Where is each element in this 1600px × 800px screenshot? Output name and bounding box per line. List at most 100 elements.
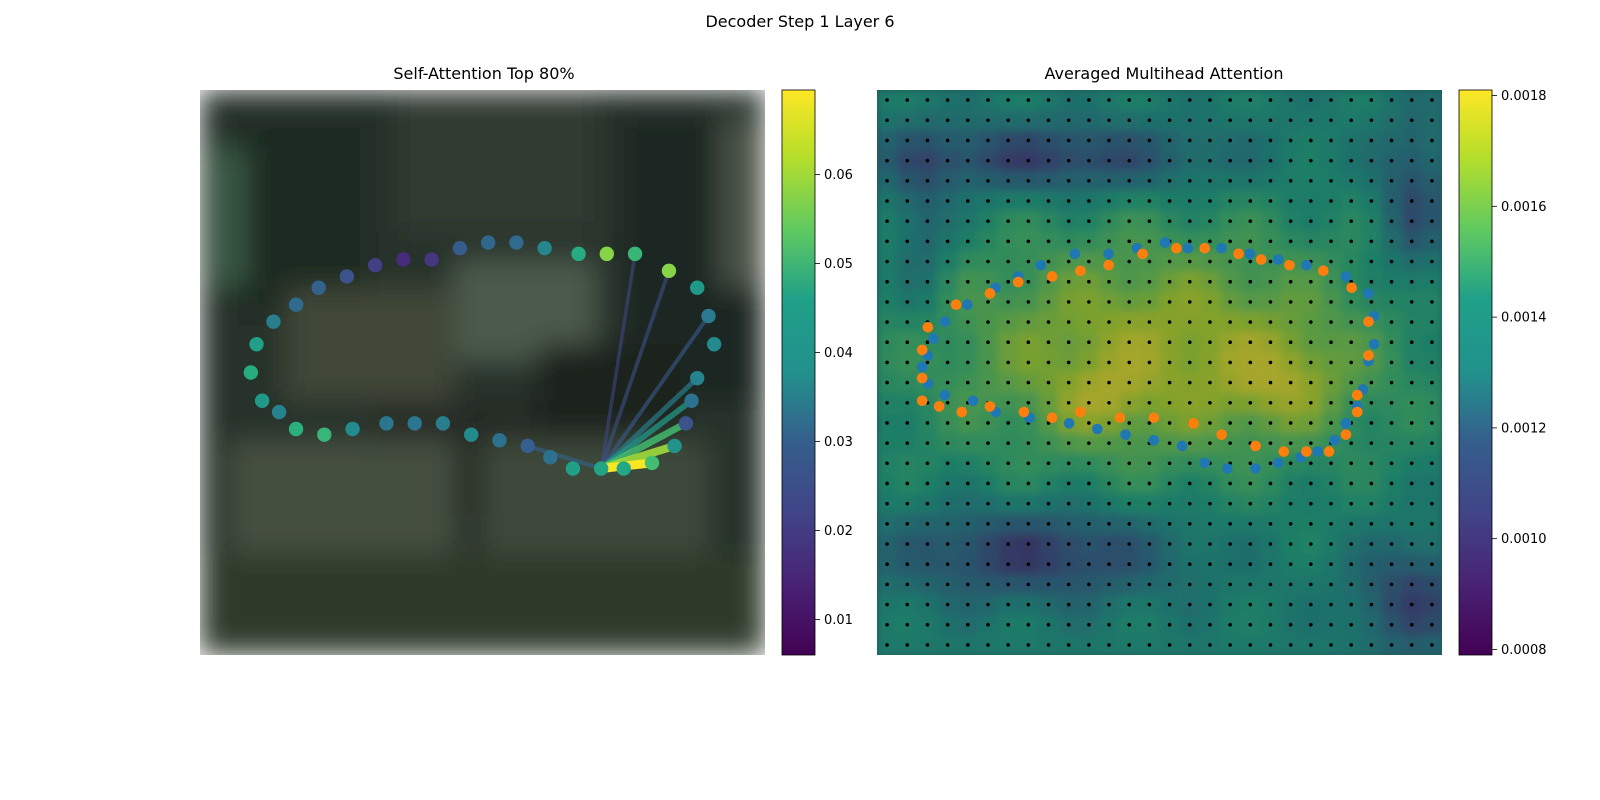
grid-dot — [925, 259, 930, 264]
grid-dot — [1026, 441, 1031, 445]
grid-dot — [1026, 562, 1031, 566]
grid-dot — [1369, 461, 1374, 466]
grid-dot — [1187, 461, 1192, 466]
grid-dot — [1309, 98, 1313, 102]
grid-dot — [1288, 522, 1293, 526]
grid-dot — [1268, 199, 1273, 203]
grid-dot — [1329, 461, 1333, 466]
attention-point — [667, 438, 682, 454]
grid-dot — [986, 622, 990, 627]
grid-dot — [1430, 461, 1434, 466]
grid-dot — [1409, 279, 1414, 284]
grid-dot — [1369, 179, 1374, 183]
grid-dot — [1268, 562, 1273, 566]
grid-dot — [1147, 360, 1152, 365]
grid-dot — [945, 582, 950, 587]
grid-dot — [1329, 279, 1333, 284]
attention-point — [367, 257, 383, 273]
grid-dot — [905, 259, 910, 264]
grid-dot — [1369, 562, 1374, 566]
grid-dot — [1409, 622, 1414, 627]
grid-dot — [1167, 98, 1172, 102]
grid-dot — [1288, 320, 1293, 324]
grid-dot — [966, 461, 970, 466]
grid-dot — [1329, 199, 1333, 203]
grid-dot — [1329, 179, 1333, 183]
grid-dot — [905, 602, 910, 607]
grid-dot — [1107, 380, 1111, 385]
blue-point — [962, 299, 973, 311]
grid-dot — [1309, 320, 1313, 324]
grid-dot — [1430, 602, 1434, 607]
grid-dot — [925, 602, 930, 607]
grid-dot — [1026, 643, 1031, 647]
grid-dot — [1087, 279, 1091, 284]
grid-dot — [1309, 501, 1313, 506]
grid-dot — [1329, 360, 1333, 365]
attention-point — [345, 421, 360, 437]
grid-dot — [1026, 300, 1031, 304]
grid-dot — [1066, 118, 1071, 123]
attention-point — [537, 241, 552, 256]
grid-dot — [966, 622, 970, 627]
grid-dot — [1147, 98, 1152, 102]
grid-dot — [885, 259, 889, 264]
grid-dot — [1268, 360, 1273, 365]
left-colorbar-tick-label: 0.01 — [824, 613, 853, 628]
grid-dot — [1248, 582, 1253, 587]
grid-dot — [1288, 501, 1293, 506]
grid-dot — [1187, 259, 1192, 264]
grid-dot — [1046, 542, 1051, 546]
grid-dot — [1288, 380, 1293, 385]
grid-dot — [1167, 360, 1172, 365]
grid-dot — [1369, 199, 1374, 203]
grid-dot — [905, 481, 910, 486]
grid-dot — [986, 602, 990, 607]
grid-dot — [1066, 199, 1071, 203]
grid-dot — [1208, 259, 1212, 264]
attention-edge — [525, 443, 604, 471]
grid-dot — [1006, 602, 1010, 607]
grid-dot — [1409, 138, 1414, 143]
grid-dot — [1268, 481, 1273, 486]
grid-dot — [1309, 400, 1313, 405]
grid-dot — [925, 360, 930, 365]
grid-dot — [986, 461, 990, 466]
grid-dot — [925, 138, 930, 143]
grid-dot — [905, 400, 910, 405]
grid-dot — [1066, 582, 1071, 587]
grid-dot — [885, 98, 889, 102]
orange-point — [1103, 259, 1114, 271]
grid-dot — [1309, 562, 1313, 566]
grid-dot — [1006, 380, 1010, 385]
grid-dot — [1066, 320, 1071, 324]
attention-point — [678, 416, 694, 431]
grid-dot — [1107, 199, 1111, 203]
attention-point — [254, 393, 270, 408]
grid-dot — [1389, 179, 1394, 183]
grid-dot — [1248, 461, 1253, 466]
grid-dot — [905, 522, 910, 526]
grid-dot — [1309, 179, 1313, 183]
grid-dot — [1228, 138, 1232, 143]
grid-dot — [1026, 622, 1031, 627]
grid-dot — [1208, 421, 1212, 425]
grid-dot — [1248, 239, 1253, 244]
grid-dot — [1208, 98, 1212, 102]
grid-dot — [1369, 481, 1374, 486]
orange-point — [984, 401, 996, 412]
grid-dot — [925, 582, 930, 587]
grid-dot — [1228, 239, 1232, 244]
grid-dot — [1389, 400, 1394, 405]
grid-dot — [1006, 421, 1010, 425]
blue-point — [939, 316, 951, 327]
grid-dot — [925, 441, 930, 445]
grid-dot — [1208, 179, 1212, 183]
grid-dot — [1087, 582, 1091, 587]
grid-dot — [1147, 179, 1152, 183]
grid-dot — [885, 118, 889, 123]
grid-dot — [1026, 118, 1031, 123]
grid-dot — [1228, 259, 1232, 264]
grid-dot — [1389, 239, 1394, 244]
grid-dot — [1288, 441, 1293, 445]
